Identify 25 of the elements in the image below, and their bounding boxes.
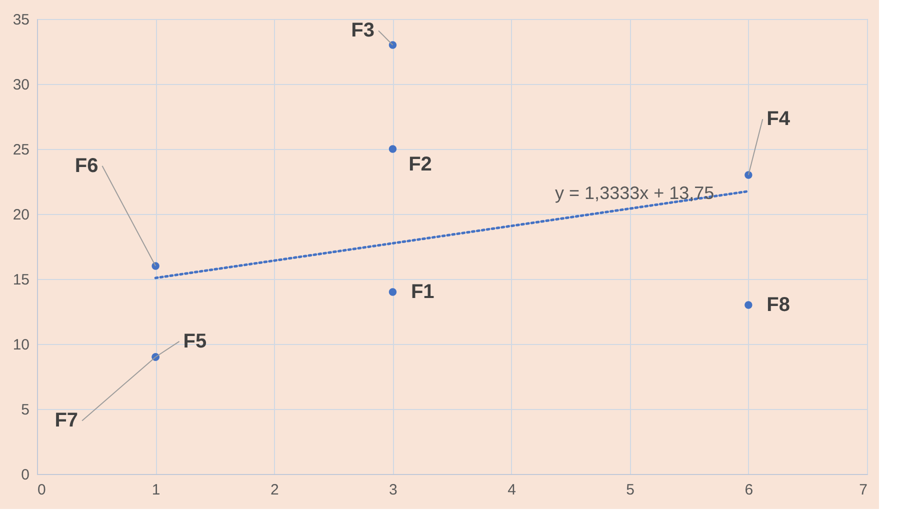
annotation: F2 [408, 154, 432, 176]
annotation: F1 [410, 281, 434, 303]
y-tick-label: 25 [12, 142, 30, 158]
annotation: F7 [54, 410, 78, 432]
x-tick-label: 1 [152, 482, 160, 498]
x-tick-label: 6 [744, 482, 754, 498]
annotation: F5 [183, 330, 207, 352]
y-tick-label: 15 [12, 272, 30, 288]
x-tick-label: 5 [626, 482, 635, 498]
x-tick-label: 0 [38, 482, 46, 498]
x-tick-label: 3 [389, 482, 398, 498]
y-tick-label: 30 [12, 76, 30, 94]
x-tick-label: 4 [508, 482, 516, 498]
x-tick-label: 2 [270, 482, 279, 498]
x-tick-label: 7 [859, 482, 868, 498]
annotation: F3 [351, 20, 374, 42]
annotation: F4 [766, 108, 791, 130]
annotation: F8 [766, 294, 790, 316]
annotation: y = 1,3333x + 13,75 [555, 183, 714, 204]
y-tick-label: 0 [21, 466, 30, 484]
y-tick-label: 35 [12, 12, 30, 28]
y-tick-label: 20 [12, 206, 30, 224]
y-tick-label: 5 [21, 402, 30, 418]
annotation: F6 [74, 154, 98, 177]
y-tick-label: 10 [12, 336, 30, 354]
